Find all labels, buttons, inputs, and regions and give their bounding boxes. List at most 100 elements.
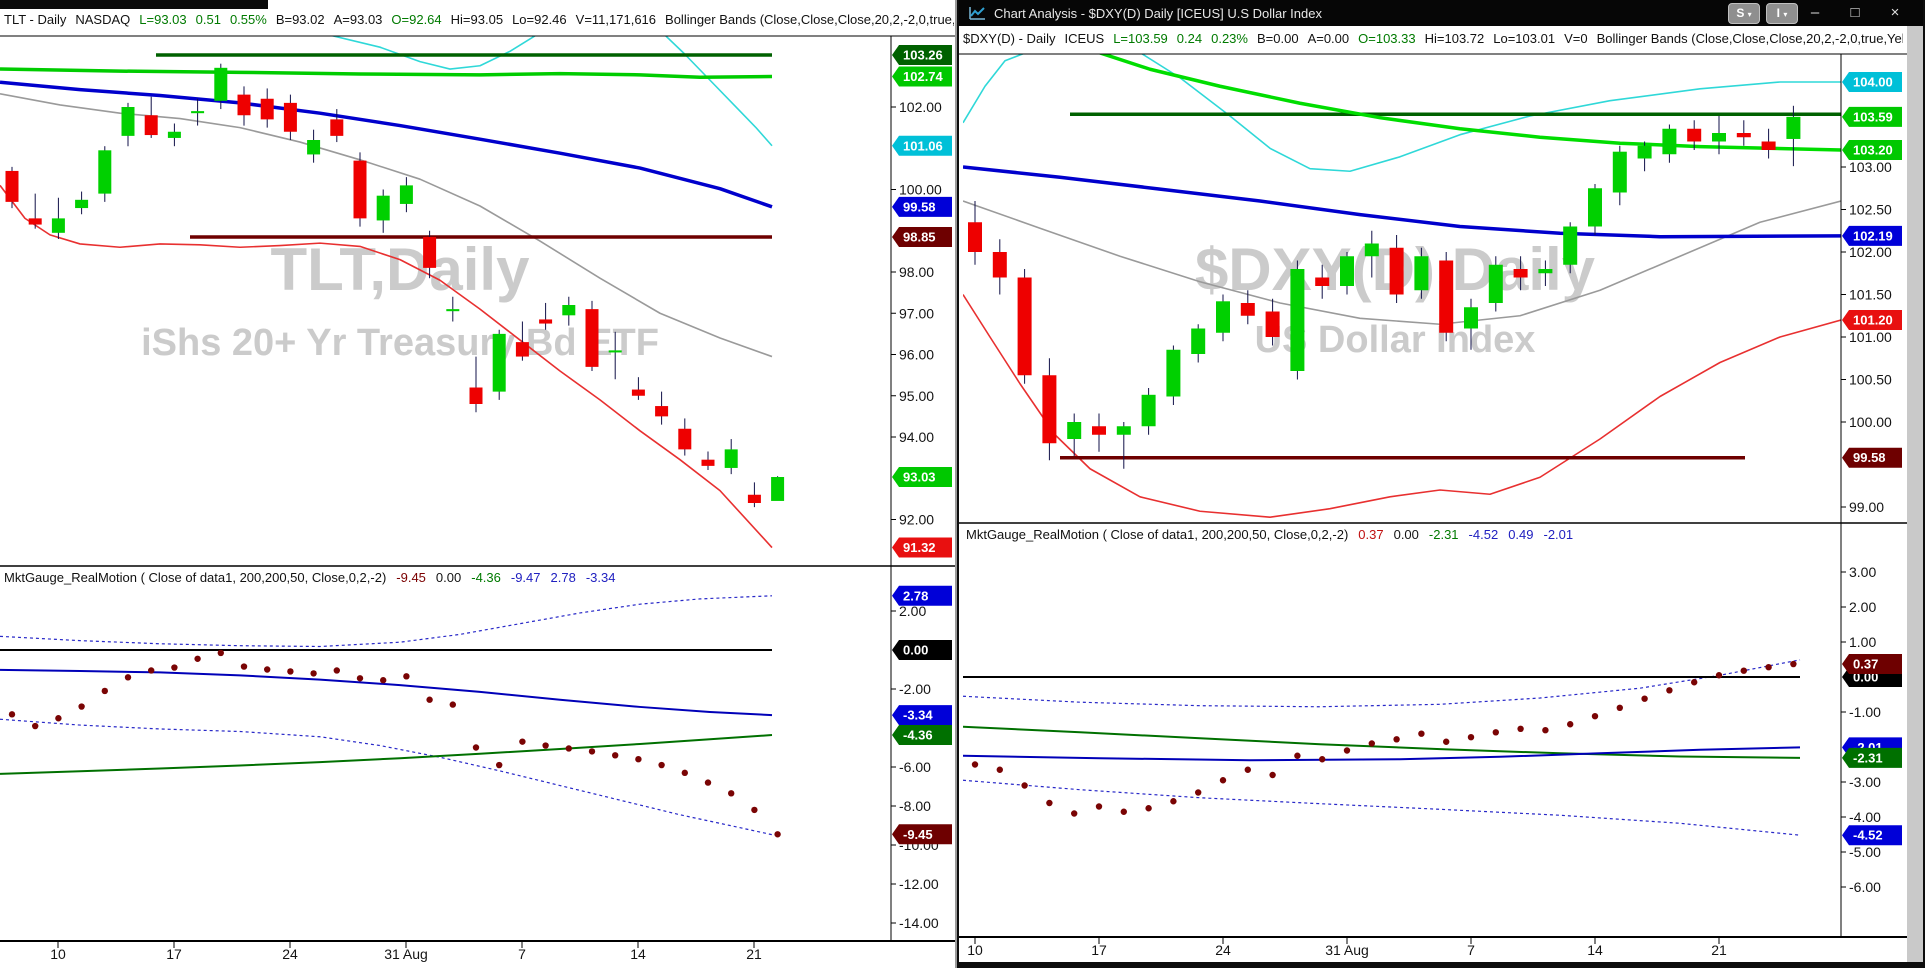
quote-field: 0.51	[195, 12, 221, 27]
quote-field: Lo=92.46	[512, 12, 567, 27]
svg-text:101.00: 101.00	[1849, 329, 1892, 345]
svg-text:91.32: 91.32	[903, 540, 936, 555]
svg-text:98.00: 98.00	[899, 264, 934, 280]
svg-text:10: 10	[50, 946, 66, 962]
chevron-down-icon: ▾	[1783, 10, 1788, 19]
quote-field: 2.78	[550, 570, 576, 585]
quote-field: A=0.00	[1307, 31, 1350, 46]
svg-text:14: 14	[1587, 942, 1603, 958]
svg-text:-4.52: -4.52	[1853, 828, 1883, 843]
quote-field: $DXY(D) - Daily	[963, 31, 1056, 46]
svg-text:-12.00: -12.00	[899, 876, 939, 892]
window-split-edge[interactable]	[955, 0, 957, 968]
svg-text:102.00: 102.00	[899, 99, 942, 115]
quote-field: -2.01	[1543, 527, 1574, 542]
left-window-title-tab[interactable]	[0, 0, 268, 9]
tlt-indicator-chart-area[interactable]	[0, 592, 891, 941]
svg-text:-9.45: -9.45	[903, 827, 933, 842]
quote-field: 0.00	[1393, 527, 1419, 542]
quote-field: -4.36	[471, 570, 501, 585]
svg-text:104.00: 104.00	[1853, 75, 1893, 90]
quote-field: B=0.00	[1256, 31, 1299, 46]
svg-text:95.00: 95.00	[899, 388, 934, 404]
dxy-quote-line: $DXY(D) - Daily ICEUS L=103.59 0.24 0.23% B=0…	[963, 31, 1903, 53]
minimize-button[interactable]: –	[1810, 4, 1820, 21]
close-button[interactable]: ×	[1890, 4, 1900, 21]
svg-text:102.00: 102.00	[1849, 244, 1892, 260]
svg-text:17: 17	[166, 946, 182, 962]
svg-text:-2.00: -2.00	[899, 681, 931, 697]
svg-text:92.00: 92.00	[899, 512, 934, 528]
dxy-price-axis[interactable]	[1841, 54, 1907, 937]
quote-field: V=11,171,616	[575, 12, 657, 27]
svg-text:-4.36: -4.36	[903, 728, 933, 743]
window-border-right	[1923, 0, 1925, 968]
dxy-price-chart-area[interactable]	[963, 54, 1841, 523]
svg-text:7: 7	[518, 946, 526, 962]
svg-text:-14.00: -14.00	[899, 915, 939, 931]
window-border-left	[957, 0, 959, 968]
quote-field: ICEUS	[1064, 31, 1105, 46]
tlt-price-chart-area[interactable]	[0, 36, 891, 566]
svg-text:24: 24	[282, 946, 298, 962]
svg-text:-2.31: -2.31	[1853, 750, 1883, 765]
quote-field: O=103.33	[1358, 31, 1416, 46]
quote-field: -3.34	[585, 570, 616, 585]
svg-text:17: 17	[1091, 942, 1107, 958]
svg-text:103.59: 103.59	[1853, 109, 1893, 124]
maximize-button[interactable]: □	[1850, 4, 1860, 21]
quote-field: Bollinger Bands (Close,Close,Close,20,2,…	[665, 12, 954, 27]
quote-field: MktGauge_RealMotion ( Close of data1, 20…	[4, 570, 387, 585]
dxy-time-axis[interactable]	[963, 937, 1841, 968]
svg-text:21: 21	[746, 946, 762, 962]
quote-field: -2.31	[1428, 527, 1459, 542]
tlt-time-axis[interactable]	[0, 941, 891, 968]
dxy-indicator-chart-area[interactable]	[963, 548, 1841, 937]
style-dropdown-button[interactable]: S ▾	[1728, 3, 1760, 24]
svg-text:101.20: 101.20	[1853, 313, 1893, 328]
svg-text:99.58: 99.58	[903, 199, 936, 214]
quote-field: 0.24	[1176, 31, 1203, 46]
svg-text:102.50: 102.50	[1849, 202, 1892, 218]
svg-text:-4.00: -4.00	[1849, 809, 1881, 825]
quote-field: 0.55%	[229, 12, 267, 27]
svg-text:98.85: 98.85	[903, 229, 936, 244]
svg-text:31 Aug: 31 Aug	[384, 946, 428, 962]
svg-text:102.74: 102.74	[903, 69, 944, 84]
dxy-indicator-header: MktGauge_RealMotion ( Close of data1, 20…	[966, 527, 1836, 547]
svg-text:94.00: 94.00	[899, 429, 934, 445]
svg-text:102.19: 102.19	[1853, 228, 1893, 243]
quote-field: 0.23%	[1211, 31, 1248, 46]
quote-field: V=0	[1564, 31, 1588, 46]
svg-text:3.00: 3.00	[1849, 564, 1876, 580]
svg-text:-6.00: -6.00	[1849, 879, 1881, 895]
svg-text:1.00: 1.00	[1849, 634, 1876, 650]
indicator-dropdown-button[interactable]: I ▾	[1766, 3, 1798, 24]
quote-field: O=92.64	[391, 12, 442, 27]
svg-text:iShs 20+ Yr Treasury Bd ETF: iShs 20+ Yr Treasury Bd ETF	[141, 322, 659, 364]
svg-text:100.00: 100.00	[1849, 414, 1892, 430]
quote-field: 0.37	[1358, 527, 1384, 542]
window-title: Chart Analysis - $DXY(D) Daily [ICEUS] U…	[994, 5, 1322, 21]
quote-field: Hi=103.72	[1424, 31, 1485, 46]
svg-text:100.00: 100.00	[899, 182, 942, 198]
svg-text:-1.00: -1.00	[1849, 704, 1881, 720]
svg-text:0.00: 0.00	[903, 643, 928, 658]
tlt-price-axis[interactable]	[891, 36, 957, 941]
quote-field: L=93.03	[139, 12, 187, 27]
chart-analysis-icon	[969, 6, 986, 20]
svg-text:103.00: 103.00	[1849, 159, 1892, 175]
quote-field: -9.47	[510, 570, 541, 585]
svg-text:-5.00: -5.00	[1849, 844, 1881, 860]
quote-field: TLT - Daily	[4, 12, 67, 27]
quote-field: A=93.03	[333, 12, 383, 27]
tlt-quote-line: TLT - Daily NASDAQ L=93.03 0.51 0.55% B=93.02…	[4, 12, 954, 34]
right-side-scrollbar[interactable]	[1907, 26, 1923, 963]
svg-text:31 Aug: 31 Aug	[1325, 942, 1369, 958]
quote-field: -4.52	[1468, 527, 1499, 542]
svg-text:7: 7	[1467, 942, 1475, 958]
svg-text:97.00: 97.00	[899, 305, 934, 321]
svg-text:-3.00: -3.00	[1849, 774, 1881, 790]
